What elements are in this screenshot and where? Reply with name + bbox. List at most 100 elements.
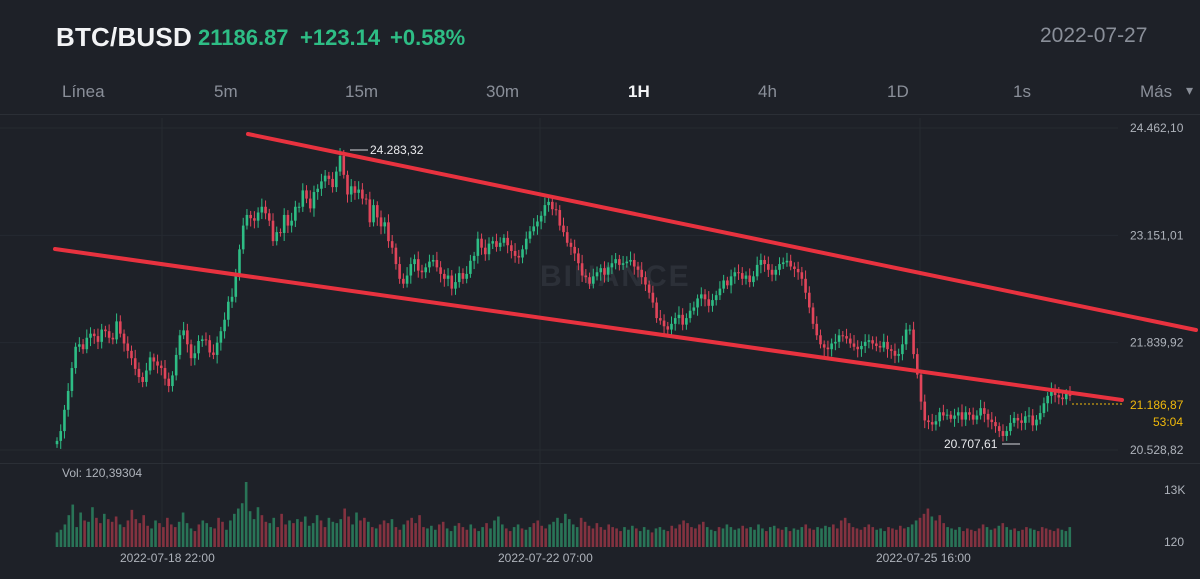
volume-bar	[824, 525, 827, 547]
volume-bar	[804, 524, 808, 547]
volume-bar	[280, 513, 283, 547]
volume-bar	[812, 529, 815, 547]
candle-body	[394, 247, 398, 265]
volume-bar	[284, 524, 287, 547]
volume-bar	[83, 520, 86, 547]
volume-bar	[839, 520, 843, 547]
candle-body	[104, 329, 107, 332]
candle-body	[763, 259, 766, 265]
candle-body	[446, 275, 450, 279]
candle-body	[439, 267, 442, 274]
candle-body	[253, 218, 256, 221]
volume-bar	[150, 528, 153, 547]
candle-body	[927, 420, 930, 423]
candle-body	[1046, 395, 1049, 404]
candle-body	[692, 307, 696, 311]
volume-bar	[851, 527, 855, 547]
volume-bar	[532, 523, 536, 547]
candle-body	[781, 262, 785, 265]
volume-bar	[796, 529, 800, 547]
candle-body	[934, 421, 938, 425]
candle-body	[580, 263, 584, 276]
candle-body	[562, 225, 565, 233]
volume-bar	[99, 523, 102, 547]
pair-symbol[interactable]: BTC/BUSD	[56, 22, 192, 52]
volume-bar	[95, 517, 98, 547]
candle-body	[577, 253, 580, 264]
tab-5m[interactable]: 5m	[214, 82, 238, 101]
tab-1s[interactable]: 1s	[1013, 82, 1031, 101]
tab-1h[interactable]: 1H	[628, 82, 650, 101]
candle-body	[659, 318, 662, 321]
volume-bar	[319, 520, 323, 547]
volume-bar	[717, 527, 721, 547]
candle-body	[662, 320, 666, 327]
candle-body	[908, 329, 912, 331]
candle-body	[551, 201, 554, 210]
candle-body	[55, 440, 59, 445]
candle-body	[178, 335, 182, 355]
volume-bar	[225, 529, 228, 547]
binance-watermark: BINANCE	[540, 260, 691, 293]
volume-bar	[233, 513, 236, 547]
candle-body	[789, 260, 792, 267]
candle-body	[1035, 419, 1038, 426]
candle-body	[145, 370, 148, 382]
candle-body	[1031, 415, 1035, 426]
candle-body	[133, 358, 137, 369]
tab-linea[interactable]: Línea	[62, 82, 105, 101]
volume-bar	[512, 527, 516, 547]
candle-body	[953, 415, 956, 419]
candle-body	[897, 354, 900, 356]
candle-body	[521, 249, 524, 258]
volume-bar	[902, 528, 906, 547]
volume-bar	[327, 517, 331, 547]
tab-1d[interactable]: 1D	[887, 82, 909, 101]
volume-bar	[662, 529, 666, 547]
candle-body	[506, 237, 509, 246]
candle-body	[74, 346, 77, 369]
candle-body	[767, 264, 770, 270]
volume-bar	[591, 528, 595, 547]
tab-15m[interactable]: 15m	[345, 82, 379, 101]
volume-bar	[776, 528, 780, 547]
volume-bar	[828, 527, 831, 547]
volume-bar	[926, 508, 930, 547]
chevron-down-icon[interactable]: ▾	[1186, 82, 1194, 98]
volume-bar	[855, 528, 859, 547]
volume-bar	[899, 525, 902, 547]
volume-bar	[989, 529, 993, 547]
candle-body	[375, 205, 379, 218]
candle-body	[889, 349, 893, 351]
candle-body	[431, 259, 435, 262]
candle-body	[364, 198, 368, 200]
candle-body	[871, 340, 874, 344]
volume-bar	[977, 528, 981, 547]
volume-bar	[847, 523, 851, 547]
tab-30m[interactable]: 30m	[486, 82, 520, 101]
candle-body	[696, 298, 699, 308]
volume-bar	[705, 527, 709, 547]
candle-body	[971, 414, 975, 420]
candle-body	[111, 337, 115, 340]
candle-body	[85, 337, 89, 350]
candle-body	[163, 368, 167, 379]
chart-grid	[0, 118, 1118, 545]
candle-body	[141, 377, 144, 382]
candle-body	[443, 273, 446, 279]
candle-body	[137, 368, 141, 378]
candle-body	[428, 261, 431, 268]
volume-bar	[654, 528, 658, 547]
candle-countdown: 53:04	[1153, 415, 1183, 429]
volume-bar	[879, 528, 882, 547]
volume-bar	[765, 531, 768, 547]
candle-body	[755, 264, 759, 277]
volume-bar	[820, 528, 823, 547]
candle-body	[465, 273, 468, 279]
tab-mas[interactable]: Más	[1140, 82, 1173, 101]
volume-bar	[351, 524, 354, 547]
candle-body	[372, 205, 375, 223]
tab-4h[interactable]: 4h	[758, 82, 777, 101]
volume-bar	[130, 509, 134, 547]
